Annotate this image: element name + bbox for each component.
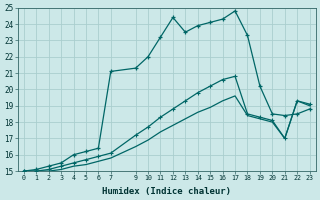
X-axis label: Humidex (Indice chaleur): Humidex (Indice chaleur) — [102, 187, 231, 196]
